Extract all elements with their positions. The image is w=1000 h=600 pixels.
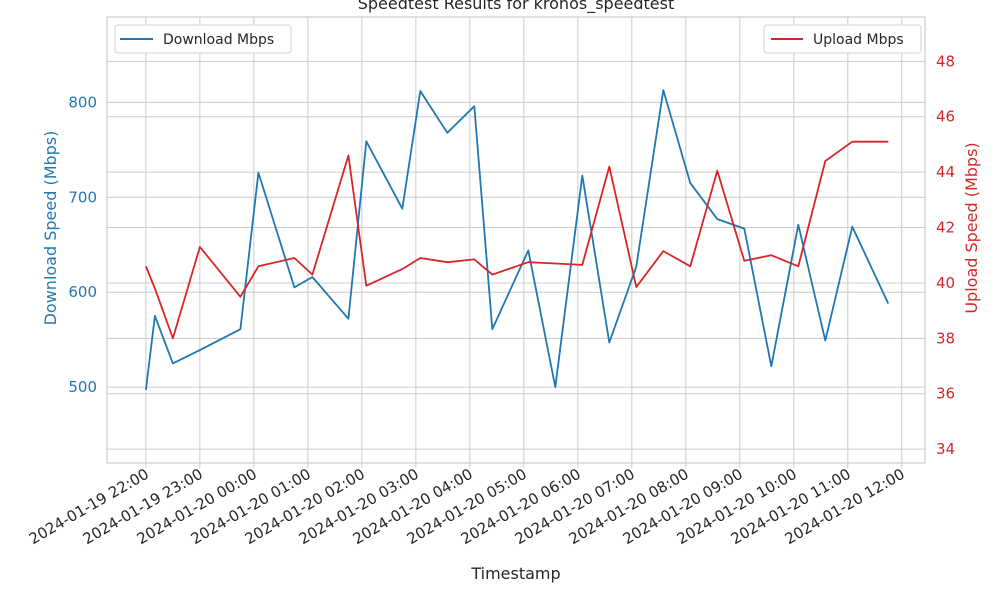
y-right-tick-label: 38 — [936, 329, 955, 347]
y-left-tick-label: 500 — [68, 378, 97, 396]
y-axis-right-title: Upload Speed (Mbps) — [962, 142, 981, 313]
y-right-tick-label: 34 — [936, 440, 955, 458]
legend-download-box — [114, 24, 292, 54]
legend-upload: Upload Mbps — [763, 24, 922, 54]
download-series-line — [145, 89, 890, 391]
y-axis-left-title: Download Speed (Mbps) — [41, 131, 60, 326]
chart-title: Speedtest Results for kronos_speedtest — [358, 0, 675, 14]
series-layer — [145, 89, 890, 391]
legend-download-label: Download Mbps — [163, 32, 274, 48]
y-left-tick-label: 700 — [68, 188, 97, 206]
y-right-tick-label: 36 — [936, 385, 955, 403]
y-right-tick-label: 42 — [936, 219, 955, 237]
y-right-tick-label: 44 — [936, 163, 955, 181]
grid-layer — [107, 17, 925, 463]
y-right-tick-label: 48 — [936, 52, 955, 70]
x-axis-title: Timestamp — [470, 564, 560, 583]
upload-series-line — [145, 140, 889, 340]
y-left-tick-label: 800 — [68, 93, 97, 111]
plot-frame — [106, 16, 926, 464]
y-left-tick-label: 600 — [68, 283, 97, 301]
y-right-tick-label: 46 — [936, 108, 955, 126]
legend-download: Download Mbps — [114, 24, 292, 54]
legend-upload-box — [763, 24, 922, 54]
legend-upload-label: Upload Mbps — [813, 32, 904, 48]
y-right-tick-label: 40 — [936, 274, 955, 292]
